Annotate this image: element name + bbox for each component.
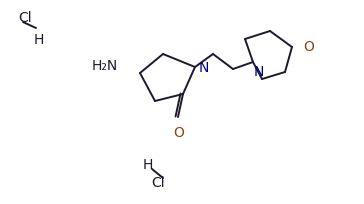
Text: N: N bbox=[199, 61, 209, 75]
Text: O: O bbox=[303, 40, 314, 54]
Text: H: H bbox=[143, 157, 153, 171]
Text: Cl: Cl bbox=[151, 175, 165, 189]
Text: H₂N: H₂N bbox=[92, 59, 118, 73]
Text: H: H bbox=[34, 33, 44, 47]
Text: O: O bbox=[174, 125, 185, 139]
Text: N: N bbox=[254, 65, 264, 79]
Text: Cl: Cl bbox=[18, 11, 32, 25]
